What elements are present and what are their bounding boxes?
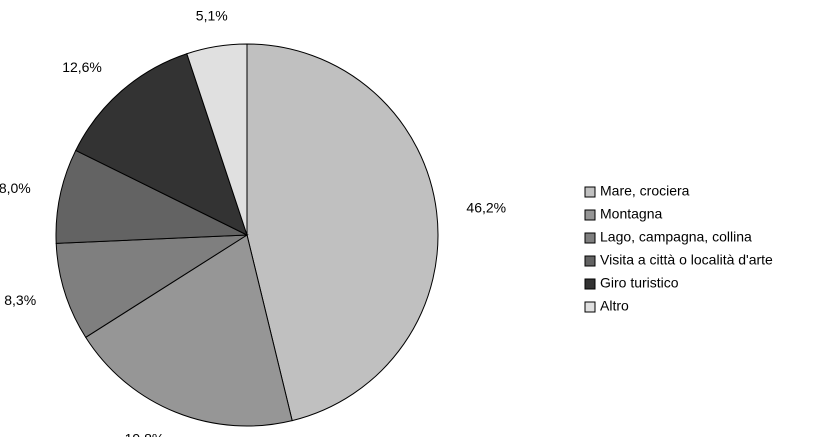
legend-swatch: [584, 232, 596, 244]
pie-slice: [75, 53, 248, 236]
legend-swatch: [584, 278, 596, 290]
pie-slice: [85, 234, 293, 427]
legend-swatch: [584, 255, 596, 267]
data-label: 12,6%: [62, 59, 102, 75]
legend-label: Visita a città o località d'arte: [600, 252, 773, 268]
data-label: 19.8%: [125, 431, 165, 437]
data-label: 8,0%: [0, 180, 31, 196]
legend-swatch: [584, 301, 596, 313]
data-label: 8,3%: [4, 292, 36, 308]
legend-swatch: [584, 186, 596, 198]
pie-slice: [55, 234, 249, 339]
legend-label: Giro turistico: [600, 275, 679, 291]
legend-label: Montagna: [600, 206, 662, 222]
legend-swatch: [584, 209, 596, 221]
legend-label: Mare, crociera: [600, 183, 690, 199]
pie-slice: [186, 43, 248, 236]
legend-label: Lago, campagna, collina: [600, 229, 752, 245]
legend-label: Altro: [600, 298, 629, 314]
data-label: 46,2%: [466, 199, 506, 215]
data-label: 5,1%: [196, 8, 228, 24]
pie-slice: [246, 43, 439, 422]
pie-slice: [55, 149, 248, 244]
